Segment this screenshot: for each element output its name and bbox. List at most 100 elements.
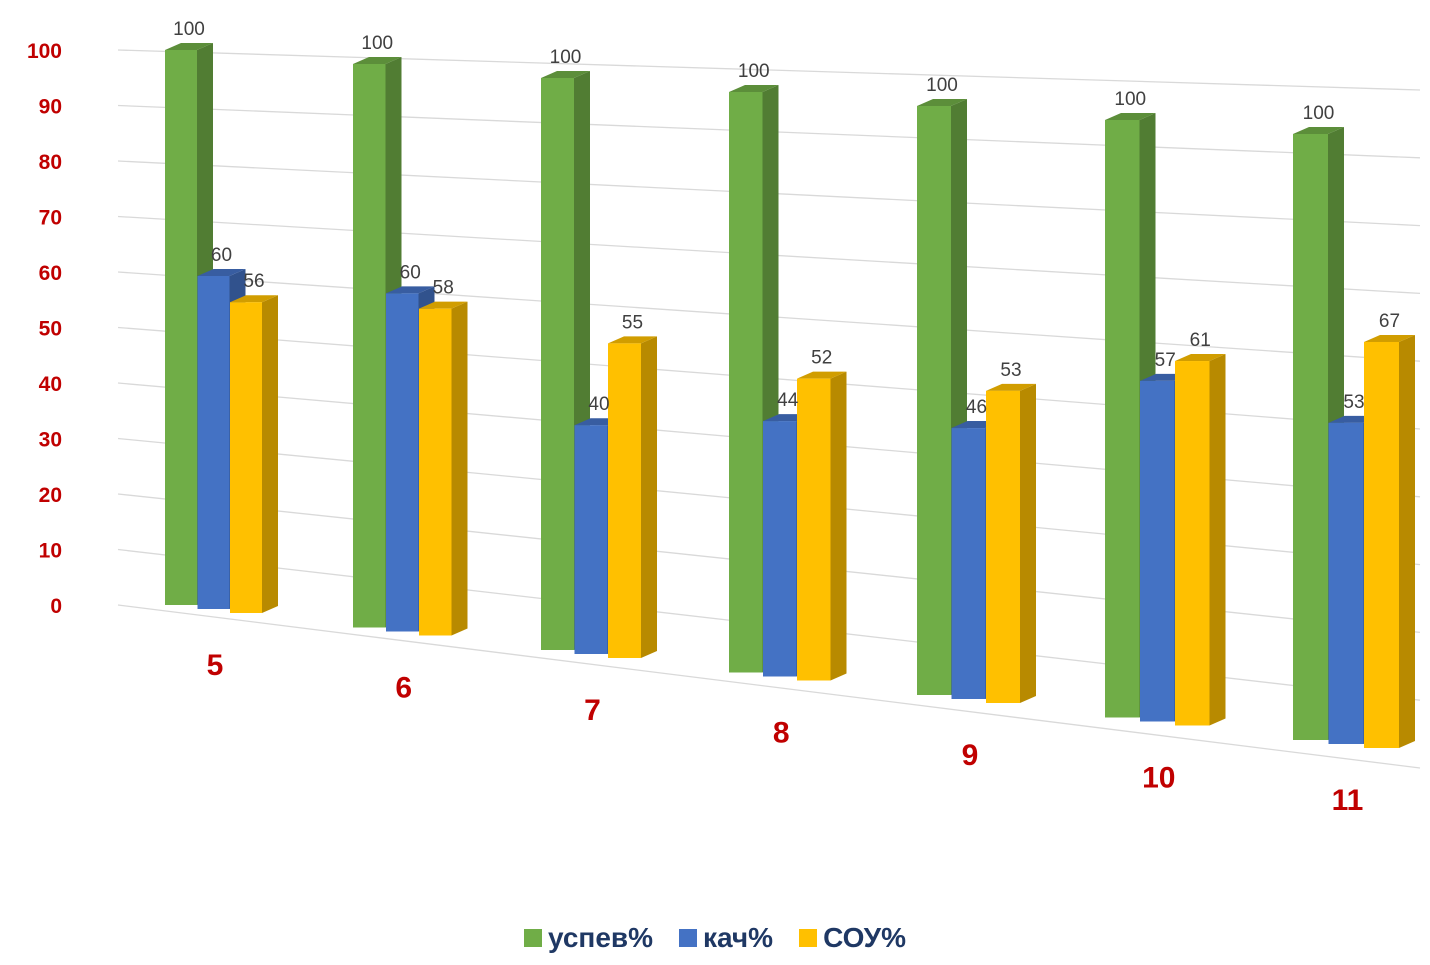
bar (419, 308, 452, 636)
x-tick-label: 6 (395, 672, 412, 705)
bar (1175, 361, 1210, 726)
y-tick-label: 30 (39, 429, 62, 452)
bar (165, 50, 197, 605)
y-tick-label: 0 (50, 595, 62, 618)
data-label: 60 (211, 245, 232, 266)
data-labels: 100 60 56 100 60 58 100 40 55 100 44 52 100 46 53 100 57… (173, 19, 1400, 418)
legend-swatch-uspev (523, 929, 542, 947)
bar-top (608, 336, 657, 344)
legend-swatch-kach (679, 929, 698, 947)
legend-swatch-sou (799, 929, 818, 947)
bar-side (1399, 334, 1415, 748)
y-axis-ticks: 0 10 20 30 40 50 60 70 80 90 100 (27, 40, 62, 618)
data-label: 100 (361, 33, 393, 54)
data-label: 61 (1190, 330, 1211, 351)
legend-item-kach: кач% (679, 922, 773, 954)
x-tick-label: 5 (207, 649, 224, 682)
y-tick-label: 60 (39, 262, 62, 285)
bar-top (386, 286, 435, 294)
data-label: 53 (1343, 392, 1364, 413)
bar (197, 276, 230, 609)
bar (986, 390, 1020, 703)
bar-side (451, 301, 468, 636)
y-tick-label: 70 (39, 207, 62, 230)
bar (541, 78, 574, 650)
x-tick-label: 8 (773, 717, 790, 750)
y-tick-label: 80 (39, 151, 62, 174)
data-label: 100 (738, 61, 770, 82)
bar (797, 378, 831, 681)
bar-top (1364, 334, 1415, 342)
data-label: 56 (243, 271, 264, 292)
data-label: 100 (173, 19, 205, 40)
y-tick-label: 40 (39, 373, 62, 396)
y-tick-label: 20 (39, 484, 62, 507)
legend-item-uspev: успев% (523, 922, 654, 954)
bar-top (230, 295, 278, 303)
data-label: 57 (1155, 350, 1176, 371)
gridline (117, 604, 1421, 769)
bar (608, 343, 641, 658)
gridline (117, 49, 1421, 91)
bar-side (1020, 383, 1036, 703)
bar-top (986, 383, 1036, 391)
legend-label-sou: СОУ% (823, 922, 906, 953)
y-tick-label: 100 (27, 40, 62, 63)
bar (951, 428, 986, 699)
bar-top (541, 71, 590, 78)
x-tick-label: 11 (1332, 784, 1364, 817)
bar (353, 64, 386, 628)
data-label: 52 (811, 348, 832, 369)
bar-side (830, 371, 847, 681)
y-tick-label: 10 (39, 540, 62, 563)
bar-top (1175, 354, 1226, 362)
data-label: 67 (1379, 311, 1400, 332)
legend: успев% кач% СОУ% (0, 918, 1430, 958)
bar (729, 92, 763, 673)
legend-label-kach: кач% (703, 922, 774, 953)
x-axis-ticks: 5 6 7 8 9 10 11 (207, 649, 1364, 817)
bar-side (1209, 354, 1226, 726)
x-tick-label: 9 (962, 739, 979, 772)
x-tick-label: 10 (1142, 762, 1175, 795)
y-tick-label: 50 (39, 318, 62, 341)
bar-top (353, 57, 402, 64)
bar-top (197, 269, 246, 276)
legend-item-sou: СОУ% (799, 922, 906, 954)
data-label: 60 (400, 262, 421, 283)
data-label: 58 (433, 278, 454, 299)
bars (165, 43, 1415, 748)
data-label: 100 (550, 47, 582, 68)
data-label: 40 (588, 394, 609, 415)
bar (1364, 341, 1399, 748)
bar-top (165, 43, 213, 50)
bar (1293, 134, 1328, 740)
bar-top (797, 371, 847, 379)
bar (574, 425, 608, 654)
bar-top (729, 85, 779, 92)
bar (917, 106, 951, 695)
bar-side (262, 295, 278, 613)
data-label: 44 (777, 390, 799, 411)
bar-top (1293, 127, 1344, 134)
bar (1328, 422, 1364, 744)
data-label: 100 (926, 75, 958, 96)
bar-side (641, 336, 657, 658)
bar (386, 293, 419, 632)
legend-label-uspev: успев% (547, 922, 654, 953)
data-label: 55 (622, 312, 643, 333)
bar-top (419, 301, 468, 309)
data-label: 53 (1000, 360, 1021, 381)
data-label: 46 (966, 397, 987, 418)
data-label: 100 (1114, 89, 1146, 110)
bar (230, 302, 262, 613)
x-tick-label: 7 (584, 694, 601, 727)
bar-top (917, 99, 967, 106)
bar-top (1105, 113, 1156, 120)
y-tick-label: 90 (39, 96, 62, 119)
bar (1105, 120, 1140, 718)
data-label: 100 (1303, 103, 1335, 124)
bar (1140, 380, 1175, 722)
